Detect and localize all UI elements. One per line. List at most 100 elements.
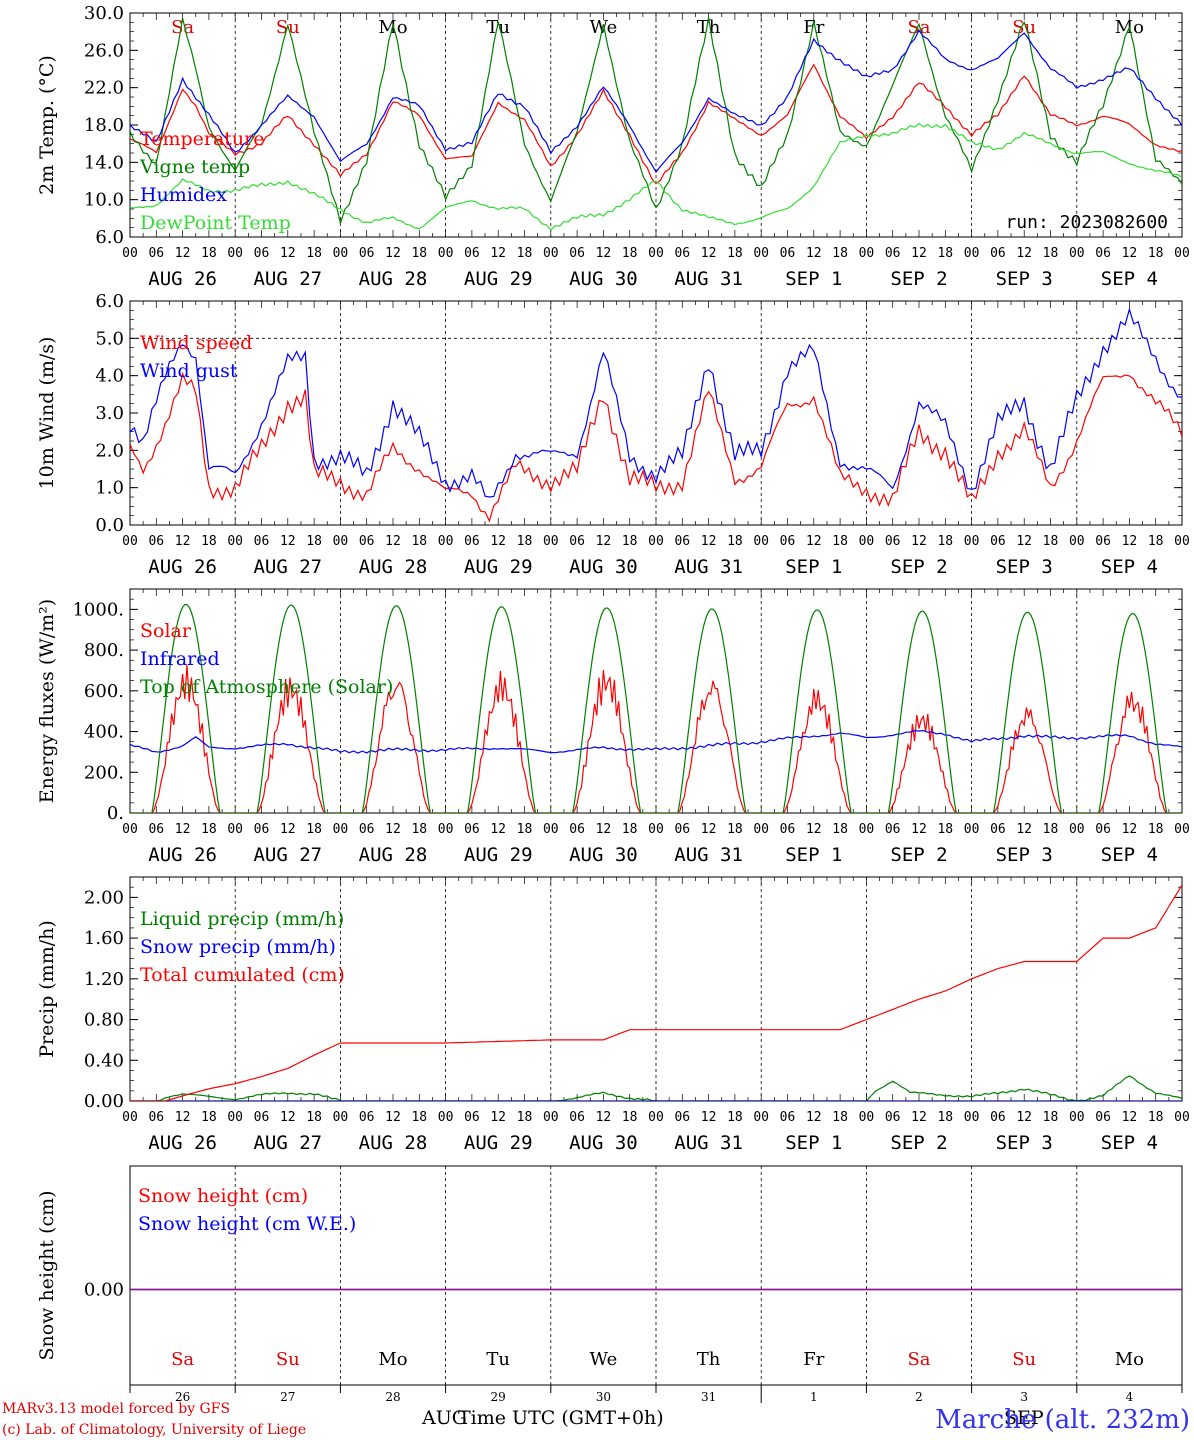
x-hour-label: 06 xyxy=(254,246,270,261)
x-hour-label: 06 xyxy=(359,822,375,837)
day-number-label: 28 xyxy=(385,1390,400,1404)
x-day-label: AUG 26 xyxy=(148,844,217,866)
x-hour-label: 18 xyxy=(517,534,533,549)
x-day-label: AUG 30 xyxy=(569,844,638,866)
legend-entry: Wind gust xyxy=(140,360,238,382)
x-hour-label: 06 xyxy=(464,534,480,549)
x-hour-label: 06 xyxy=(780,822,796,837)
x-day-label: AUG 31 xyxy=(674,844,743,866)
y-tick-label: 6.0 xyxy=(95,291,124,312)
x-hour-label: 18 xyxy=(201,822,217,837)
x-hour-label: 00 xyxy=(543,246,559,261)
x-day-label: SEP 1 xyxy=(785,1132,842,1154)
x-hour-label: 12 xyxy=(385,1110,401,1125)
x-hour-label: 18 xyxy=(727,822,743,837)
credit-line-2: (c) Lab. of Climatology, University of L… xyxy=(2,1422,306,1438)
y-tick-label: 1.20 xyxy=(84,969,124,990)
xlabel-month-left: AUG xyxy=(421,1407,467,1429)
x-hour-label: 00 xyxy=(753,246,769,261)
x-hour-label: 18 xyxy=(622,1110,638,1125)
legend-entry: Humidex xyxy=(140,184,227,206)
weekday-label: Sa xyxy=(171,1349,194,1370)
x-hour-label: 12 xyxy=(280,1110,296,1125)
x-day-label: SEP 3 xyxy=(996,844,1053,866)
x-hour-label: 00 xyxy=(438,822,454,837)
day-number-label: 4 xyxy=(1126,1390,1134,1404)
x-hour-label: 06 xyxy=(148,822,164,837)
y-tick-label: 18.0 xyxy=(84,115,124,136)
y-tick-label: 400. xyxy=(84,722,124,743)
legend-entry: Vigne temp xyxy=(139,156,250,178)
weekday-label: We xyxy=(590,17,618,38)
x-hour-label: 18 xyxy=(306,1110,322,1125)
weekday-label: Tu xyxy=(486,1349,510,1370)
x-hour-label: 12 xyxy=(596,246,612,261)
x-day-label: AUG 28 xyxy=(359,1132,428,1154)
x-day-label: SEP 4 xyxy=(1101,1132,1158,1154)
x-day-label: AUG 31 xyxy=(674,1132,743,1154)
y-axis-label: 10m Wind (m/s) xyxy=(36,337,58,490)
x-hour-label: 12 xyxy=(490,1110,506,1125)
y-tick-label: 800. xyxy=(84,640,124,661)
y-tick-label: 2.0 xyxy=(95,440,124,461)
y-axis-label: 2m Temp. (°C) xyxy=(36,55,58,195)
x-hour-label: 06 xyxy=(148,246,164,261)
x-hour-label: 06 xyxy=(990,822,1006,837)
x-hour-label: 00 xyxy=(964,822,980,837)
x-hour-label: 12 xyxy=(806,246,822,261)
x-hour-label: 18 xyxy=(201,1110,217,1125)
series-line-2 xyxy=(130,29,1182,174)
x-hour-label: 06 xyxy=(885,246,901,261)
x-hour-label: 18 xyxy=(411,246,427,261)
x-hour-label: 12 xyxy=(701,822,717,837)
x-hour-label: 06 xyxy=(359,534,375,549)
y-tick-label: 1.60 xyxy=(84,928,124,949)
x-hour-label: 00 xyxy=(333,534,349,549)
x-day-label: AUG 27 xyxy=(253,844,322,866)
x-hour-label: 00 xyxy=(1069,534,1085,549)
x-hour-label: 12 xyxy=(1016,1110,1032,1125)
weekday-label: Su xyxy=(1012,1349,1036,1370)
x-hour-label: 00 xyxy=(753,1110,769,1125)
x-hour-label: 00 xyxy=(1069,822,1085,837)
series-line-1 xyxy=(130,729,1182,754)
y-tick-label: 4.0 xyxy=(95,366,124,387)
legend-entry: DewPoint Temp xyxy=(140,212,291,234)
x-day-label: AUG 30 xyxy=(569,556,638,578)
x-hour-label: 00 xyxy=(227,1110,243,1125)
series-line-2 xyxy=(130,604,1182,813)
x-hour-label: 00 xyxy=(648,1110,664,1125)
run-annotation: run: 2023082600 xyxy=(1005,212,1168,233)
x-hour-label: 00 xyxy=(333,1110,349,1125)
y-tick-label: 0. xyxy=(107,803,124,824)
x-hour-label: 06 xyxy=(1095,246,1111,261)
x-hour-label: 00 xyxy=(543,822,559,837)
weekday-label: Su xyxy=(1012,17,1036,38)
weekday-label: Th xyxy=(697,1349,721,1370)
x-hour-label: 18 xyxy=(937,246,953,261)
x-hour-label: 06 xyxy=(990,1110,1006,1125)
x-hour-label: 12 xyxy=(911,246,927,261)
x-hour-label: 12 xyxy=(596,534,612,549)
x-day-label: AUG 30 xyxy=(569,1132,638,1154)
day-number-label: 1 xyxy=(810,1390,818,1404)
x-hour-label: 06 xyxy=(148,534,164,549)
series-group xyxy=(130,17,1182,231)
x-day-label: AUG 31 xyxy=(674,556,743,578)
x-hour-label: 06 xyxy=(569,822,585,837)
x-day-label: AUG 27 xyxy=(253,268,322,290)
y-tick-label: 0.80 xyxy=(84,1010,124,1031)
x-hour-label: 00 xyxy=(648,822,664,837)
x-day-label: SEP 4 xyxy=(1101,268,1158,290)
weekday-label: Sa xyxy=(171,17,194,38)
legend-entry: Solar xyxy=(140,620,192,642)
x-hour-label: 06 xyxy=(990,534,1006,549)
x-hour-label: 18 xyxy=(411,534,427,549)
x-day-label: AUG 26 xyxy=(148,1132,217,1154)
y-tick-label: 0.00 xyxy=(84,1091,124,1112)
x-day-label: AUG 26 xyxy=(148,556,217,578)
x-hour-label: 00 xyxy=(1069,1110,1085,1125)
day-number-label: 26 xyxy=(175,1390,190,1404)
x-hour-label: 06 xyxy=(990,246,1006,261)
